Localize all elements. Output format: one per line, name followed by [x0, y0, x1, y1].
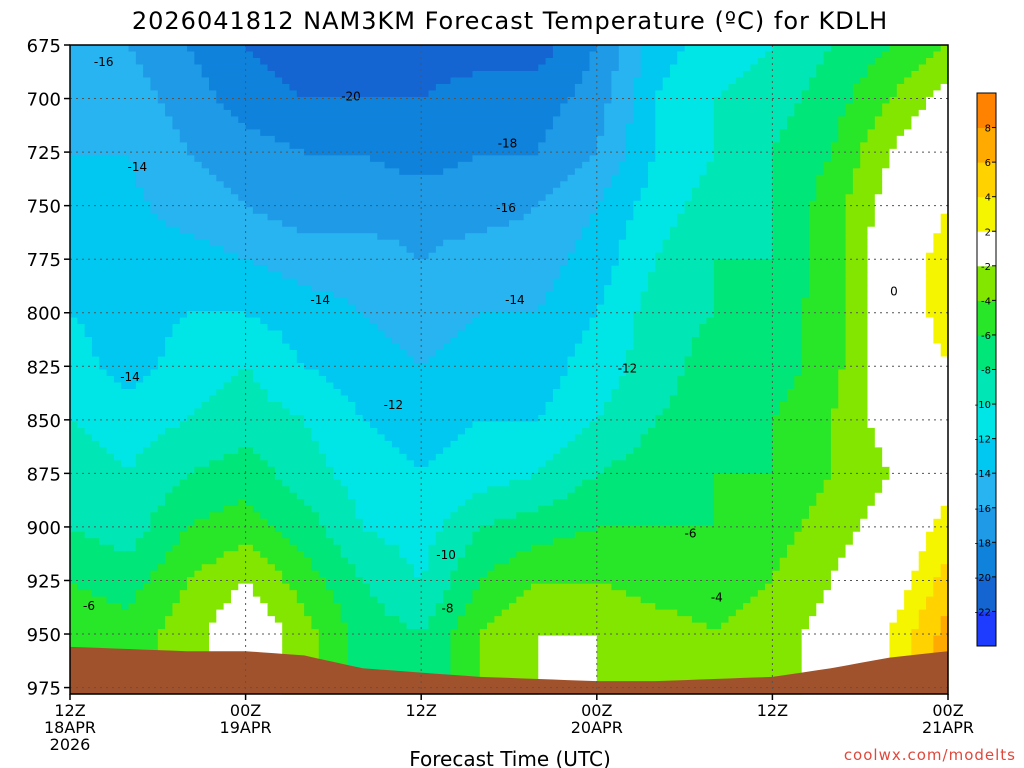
y-tick-label: 775 — [27, 250, 61, 271]
colorbar-label: 8 — [985, 124, 991, 135]
x-tick-label: 12Z — [54, 701, 85, 720]
x-tick-label: 00Z — [230, 701, 261, 720]
contour-label: -6 — [685, 526, 697, 540]
colorbar-swatch — [977, 162, 996, 198]
colorbar-swatch — [977, 369, 996, 405]
contour-label: -14 — [505, 293, 525, 307]
colorbar-swatch — [977, 473, 996, 509]
terrain — [70, 646, 948, 694]
x-tick-label: 19APR — [220, 718, 272, 737]
contour-label: -6 — [83, 599, 95, 613]
x-tick-label: 00Z — [581, 701, 612, 720]
y-tick-label: 875 — [27, 464, 61, 485]
plot-area: -16 -14 -20 -18 -16 -14 -14 -14 -12 -12 -10 -8 -6 -6 -… — [70, 45, 949, 695]
y-tick-label: 950 — [27, 625, 61, 646]
colorbar-label: 4 — [985, 193, 991, 204]
x-tick-label: 18APR — [44, 718, 96, 737]
contour-label: -12 — [384, 398, 404, 412]
contour-label: -10 — [436, 548, 456, 562]
colorbar-label: -4 — [981, 296, 991, 307]
colorbar-swatch — [977, 611, 996, 647]
colorbar-swatch — [977, 576, 996, 612]
contour-label: -20 — [341, 89, 361, 103]
grid-lines — [70, 45, 948, 694]
axes: 6757007257507758008258508759009259509751… — [27, 36, 974, 754]
colorbar-swatch — [977, 265, 996, 301]
colorbar-label: -10 — [975, 400, 991, 411]
contour-label: -18 — [498, 137, 518, 151]
plot-frame — [69, 44, 949, 695]
colorbar-swatch — [977, 507, 996, 543]
x-tick-label: 21APR — [922, 718, 974, 737]
colorbar-label: -8 — [981, 366, 991, 377]
colorbar-label: -14 — [975, 469, 991, 480]
colorbar-swatch — [977, 438, 996, 474]
y-tick-label: 800 — [27, 304, 61, 325]
colorbar-swatch — [977, 231, 996, 267]
contour-label: -16 — [94, 55, 114, 69]
colorbar-label: 2 — [985, 227, 991, 238]
colorbar-label: -18 — [975, 538, 991, 549]
colorbar-swatch — [977, 404, 996, 440]
y-tick-label: 850 — [27, 411, 61, 432]
temperature-fill — [70, 45, 949, 695]
colorbar-swatch — [977, 542, 996, 578]
colorbar-label: -22 — [975, 607, 991, 618]
y-tick-label: 700 — [27, 90, 61, 111]
colorbar-label: -20 — [975, 573, 991, 584]
y-tick-label: 825 — [27, 357, 61, 378]
y-tick-label: 725 — [27, 143, 61, 164]
x-tick-label: 12Z — [757, 701, 788, 720]
contour-label: -14 — [310, 293, 330, 307]
x-tick-label: 2026 — [50, 735, 91, 754]
y-tick-label: 975 — [27, 679, 61, 700]
y-tick-label: 925 — [27, 572, 61, 593]
colorbar-label: 6 — [985, 158, 991, 169]
y-tick-label: 900 — [27, 518, 61, 539]
contour-label: -12 — [618, 361, 638, 375]
colorbar-label: -12 — [975, 435, 991, 446]
x-tick-label: 20APR — [571, 718, 623, 737]
colorbar-swatch — [977, 196, 996, 232]
x-tick-label: 00Z — [932, 701, 963, 720]
y-tick-label: 675 — [27, 36, 61, 57]
x-axis-label: Forecast Time (UTC) — [409, 747, 611, 768]
credit-text: coolwx.com/modelts — [844, 746, 1016, 764]
chart-title: 2026041812 NAM3KM Forecast Temperature (… — [132, 7, 888, 35]
colorbar-swatch — [977, 93, 996, 129]
colorbar-swatch — [977, 300, 996, 336]
contour-label: -4 — [711, 591, 723, 605]
contour-label: 0 — [890, 284, 898, 298]
colorbar-label: -2 — [981, 262, 991, 273]
contour-label: -16 — [496, 201, 516, 215]
colorbar-label: -6 — [981, 331, 991, 342]
colorbar-swatch — [977, 127, 996, 163]
contour-label: -14 — [120, 370, 140, 384]
x-tick-label: 12Z — [406, 701, 437, 720]
colorbar-swatch — [977, 334, 996, 370]
y-tick-label: 750 — [27, 197, 61, 218]
contour-label: -14 — [127, 160, 147, 174]
contour-label: -8 — [442, 601, 454, 615]
colorbar-label: -16 — [975, 504, 991, 515]
